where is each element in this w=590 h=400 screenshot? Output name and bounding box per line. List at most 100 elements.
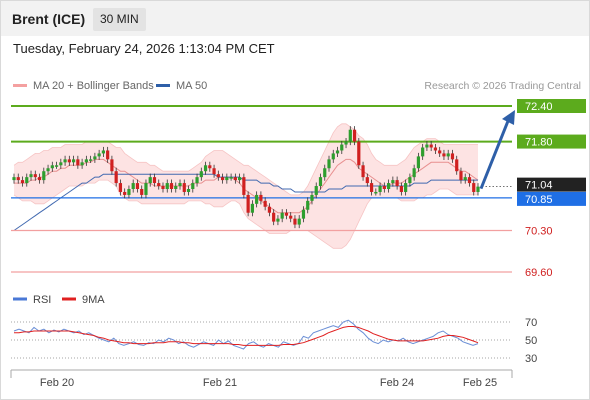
candle-body (199, 171, 203, 178)
candle-body (399, 186, 403, 192)
candle-body (127, 189, 131, 195)
candle-body (182, 183, 186, 192)
candle-body (50, 165, 54, 169)
candle-body (259, 194, 263, 201)
candle-body (382, 186, 386, 189)
candle-body (297, 218, 301, 225)
rsi-ma-legend-label: 9MA (82, 294, 105, 306)
candle-body (348, 129, 352, 142)
ma50-line (13, 173, 478, 231)
candle-body (42, 171, 46, 181)
candle-body (71, 159, 76, 163)
header-bar: Brent (ICE) 30 MIN (1, 1, 589, 36)
rsi-line (13, 319, 479, 350)
label-pivot: 70.85 (525, 194, 553, 206)
candle-body (340, 144, 344, 151)
ma50-swatch (156, 83, 170, 87)
projection-arrow-head (502, 110, 515, 125)
candle-body (152, 177, 157, 184)
label-current-price-bg (517, 177, 586, 192)
label-current-price: 71.04 (525, 180, 553, 192)
legend-ma50: MA 50 (156, 80, 207, 92)
time-axis-tick-label: Feb 21 (203, 377, 237, 389)
candle-body (416, 156, 421, 169)
candle-body (135, 183, 140, 189)
candle-body (46, 168, 50, 172)
rsi-tick-label: 30 (525, 353, 537, 365)
candle-body (331, 153, 335, 160)
time-axis-tick-label: Feb 24 (380, 377, 414, 389)
candle-body (93, 156, 97, 160)
candle-body (263, 200, 267, 207)
candle-body (412, 168, 416, 178)
candle-body (369, 183, 374, 192)
candle-body (352, 129, 357, 142)
candle-body (123, 191, 127, 195)
candle-body (118, 183, 123, 192)
candle-body (280, 212, 284, 219)
candle-body (67, 159, 71, 163)
candle-body (174, 186, 178, 189)
projection-arrow-line (479, 120, 510, 190)
candle-body (59, 162, 63, 166)
candle-body (84, 159, 88, 163)
candle-body (54, 165, 59, 167)
candle-body (323, 168, 327, 178)
candle-body (250, 203, 254, 213)
candle-body (463, 177, 467, 181)
candle-body (378, 186, 382, 192)
interval-selector[interactable]: 30 MIN (93, 8, 146, 31)
candle-body (421, 147, 425, 157)
candle-body (106, 150, 110, 160)
candle-body (229, 177, 233, 179)
bollinger-band-fill (14, 123, 478, 249)
candle-body (476, 186, 480, 192)
research-credit: Research © 2026 Trading Central (424, 80, 581, 92)
candle-body (33, 174, 37, 178)
candle-body (357, 141, 361, 166)
label-s2: 69.60 (525, 267, 553, 279)
legend-ma20: MA 20 + Bollinger Bands (13, 80, 154, 92)
rsi-tick-label: 70 (525, 317, 537, 329)
candle-body (276, 218, 280, 222)
candle-body (361, 165, 365, 178)
candle-body (186, 189, 191, 192)
candle-body (433, 147, 438, 151)
candle-body (467, 177, 472, 184)
candle-body (97, 153, 101, 157)
candle-body (203, 165, 208, 172)
legend-ma20-label: MA 20 + Bollinger Bands (33, 80, 154, 92)
candle-body (314, 186, 318, 195)
candle-body (387, 183, 391, 189)
label-s1: 70.30 (525, 226, 553, 238)
instrument-title: Brent (ICE) (12, 11, 86, 27)
candle-body (284, 212, 289, 216)
label-pivot-bg (517, 191, 586, 206)
candle-body (29, 174, 33, 178)
candle-body (267, 206, 272, 213)
candle-body (110, 159, 114, 172)
rsi-ma-line (14, 326, 479, 346)
candle-body (114, 171, 118, 184)
ma20-swatch (13, 83, 27, 87)
candle-body (289, 215, 293, 219)
candle-body (63, 159, 67, 163)
candle-body (318, 177, 323, 187)
candle-body (131, 183, 135, 189)
label-r2: 72.40 (525, 101, 553, 113)
candle-body (37, 177, 42, 181)
timestamp: Tuesday, February 24, 2026 1:13:04 PM CE… (13, 41, 275, 56)
candle-body (335, 150, 340, 154)
candle-body (455, 159, 459, 172)
candle-body (169, 183, 174, 189)
legend-ma50-label: MA 50 (176, 80, 208, 92)
candle-body (161, 186, 165, 189)
rsi-tick-label: 50 (525, 335, 537, 347)
candle-body (208, 165, 212, 169)
label-r1-bg (517, 134, 586, 149)
candle-body (89, 159, 93, 161)
candle-body (374, 191, 378, 194)
candle-body (408, 177, 412, 184)
candle-body (178, 183, 182, 187)
